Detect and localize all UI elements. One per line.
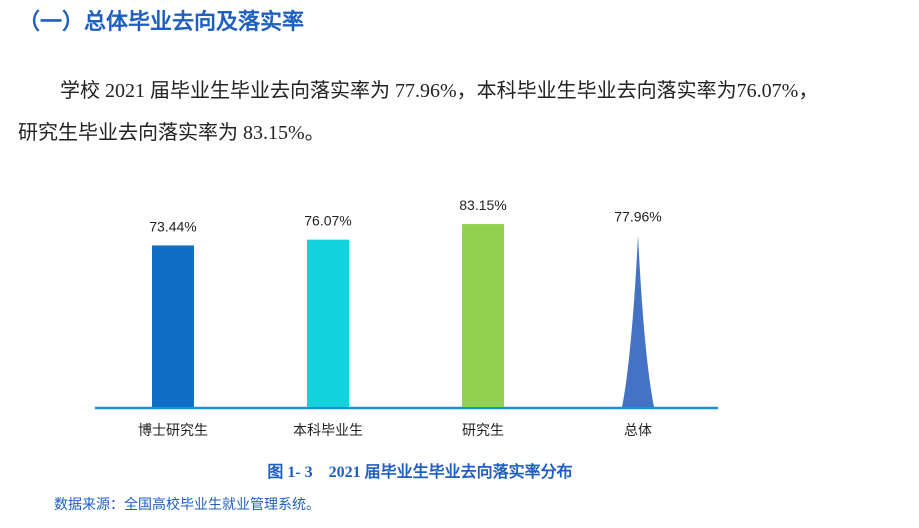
source-note: 数据来源：全国高校毕业生就业管理系统。	[54, 496, 320, 512]
chart: 73.44% 博士研究生 76.07% 本科毕业生 83.15% 研究生 77.96% 总体	[95, 197, 718, 438]
category-label: 本科毕业生	[293, 422, 363, 438]
category-label: 总体	[624, 422, 652, 438]
value-label: 77.96%	[614, 208, 661, 224]
category-label: 博士研究生	[138, 422, 208, 438]
section-heading: （一）总体毕业去向及落实率	[18, 9, 305, 34]
bar	[307, 239, 349, 407]
category-label: 研究生	[462, 422, 504, 438]
paragraph: 学校 2021 届毕业生毕业去向落实率为 77.96%，本科毕业生毕业去向落实率…	[18, 80, 819, 144]
value-label: 73.44%	[149, 218, 196, 234]
value-label: 76.07%	[304, 213, 351, 229]
value-label: 83.15%	[459, 197, 506, 213]
peak	[622, 235, 654, 407]
figure-caption: 图 1- 3 2021 届毕业生毕业去向落实率分布	[267, 464, 573, 481]
bar	[152, 245, 194, 407]
bar	[462, 224, 504, 407]
